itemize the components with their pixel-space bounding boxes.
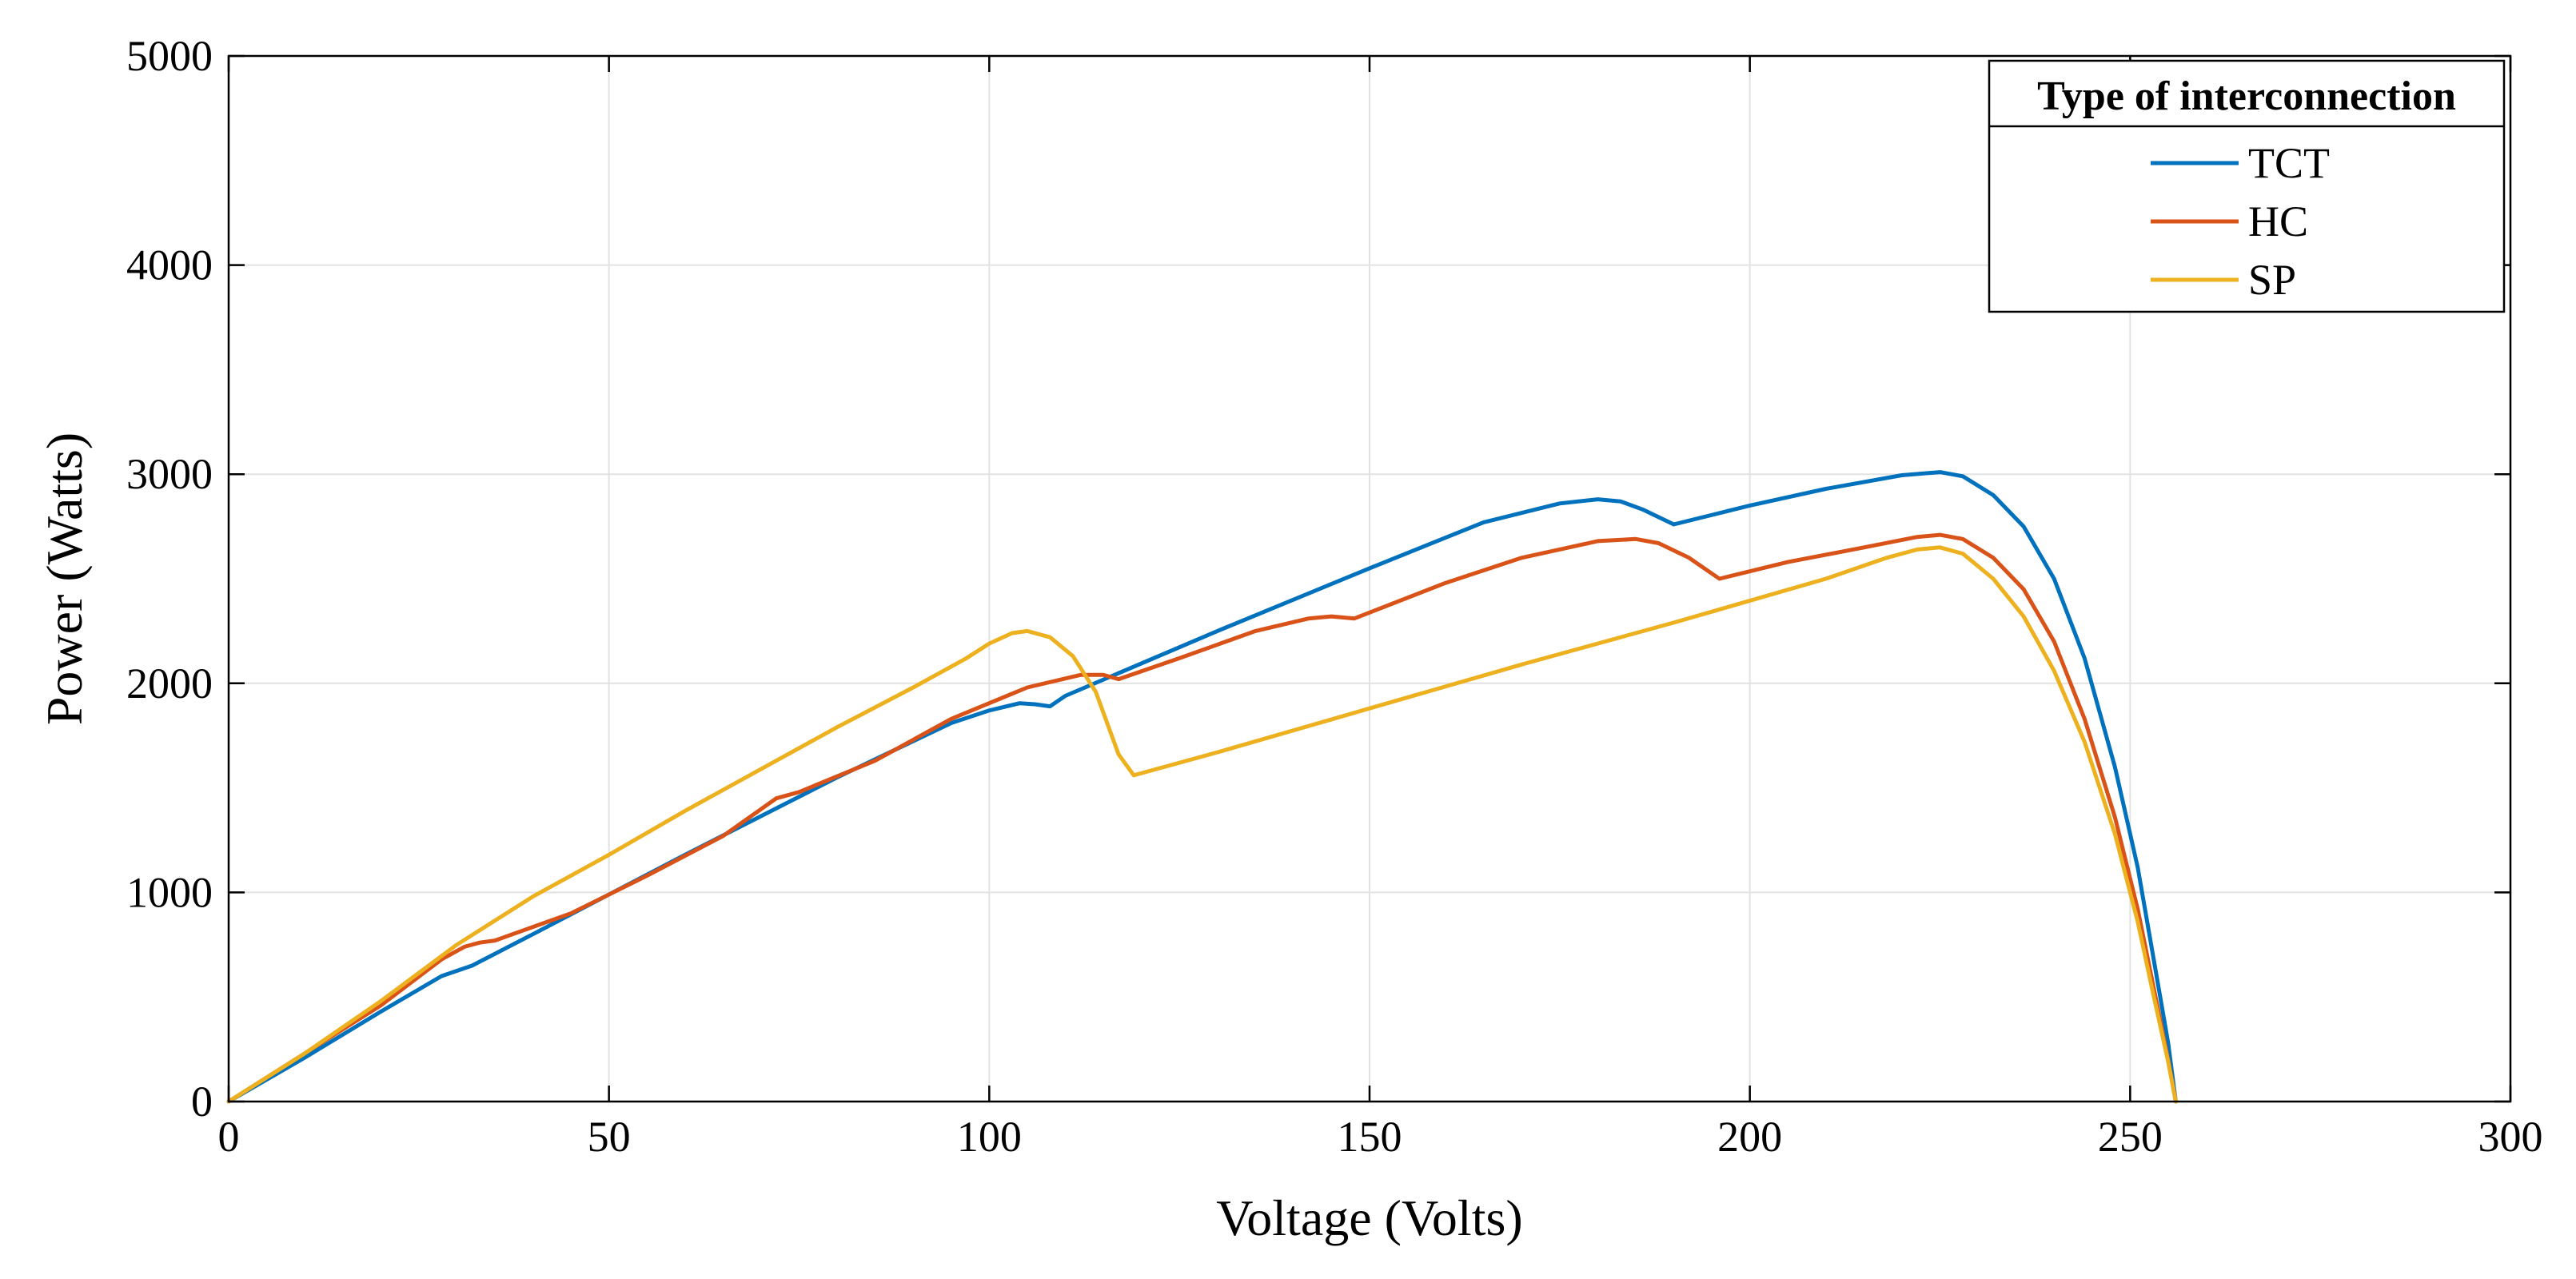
x-tick-label: 0 [218,1113,240,1161]
y-tick-label: 0 [191,1078,213,1126]
x-tick-label: 50 [588,1113,631,1161]
y-tick-labels: 0 1000 2000 3000 4000 5000 [126,32,213,1126]
y-axis-label: Power (Watts) [36,432,93,725]
y-tick-label: 4000 [126,241,213,289]
axis-ticks [227,54,2512,1103]
legend-label-sp: SP [2248,256,2296,304]
x-axis-label: Voltage (Volts) [1216,1189,1522,1246]
x-tick-labels: 0 50 100 150 200 250 300 [218,1113,2543,1161]
x-tick-label: 200 [1717,1113,1782,1161]
legend-box [1988,59,2506,313]
y-tick-label: 1000 [126,868,213,916]
y-tick-label: 5000 [126,32,213,80]
legend-label-tct: TCT [2248,139,2330,187]
series-line-hc [226,532,2178,1104]
legend-label-hc: HC [2248,197,2308,245]
legend: Type of interconnection TCT HC SP [1988,59,2506,313]
x-tick-label: 300 [2478,1113,2543,1161]
legend-entries: TCT HC SP [2151,139,2330,304]
legend-title: Type of interconnection [2037,74,2456,119]
series-line-sp [226,545,2178,1104]
series-lines [226,470,2178,1104]
y-tick-label: 3000 [126,450,213,498]
series-line-tct [226,470,2178,1104]
x-tick-label: 150 [1338,1113,1402,1161]
x-tick-label: 100 [957,1113,1022,1161]
x-tick-label: 250 [2098,1113,2163,1161]
y-tick-label: 2000 [126,659,213,707]
